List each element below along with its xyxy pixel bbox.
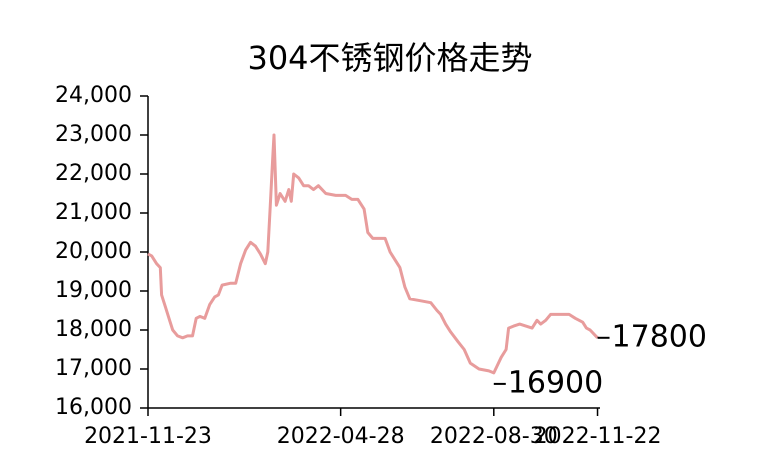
y-tick-label: 24,000 xyxy=(55,83,132,108)
y-tick-label: 19,000 xyxy=(55,278,132,303)
x-tick-label: 2022-04-28 xyxy=(277,424,405,449)
y-tick-label: 22,000 xyxy=(55,161,132,186)
y-tick-label: 17,000 xyxy=(55,356,132,381)
chart-title: 304不锈钢价格走势 xyxy=(247,39,532,77)
price-line xyxy=(147,133,599,375)
annotation-label: 16900 xyxy=(508,365,603,400)
y-tick-label: 18,000 xyxy=(55,317,132,342)
annotation-label: 17800 xyxy=(612,319,707,354)
x-tick-label: 2022-08-30 xyxy=(430,424,558,449)
x-tick-label: 2021-11-23 xyxy=(84,424,212,449)
y-tick-label: 21,000 xyxy=(55,200,132,225)
x-tick-label: 2022-11-22 xyxy=(534,424,662,449)
y-tick-label: 20,000 xyxy=(55,239,132,264)
y-tick-label: 16,000 xyxy=(55,395,132,420)
y-tick-label: 23,000 xyxy=(55,122,132,147)
